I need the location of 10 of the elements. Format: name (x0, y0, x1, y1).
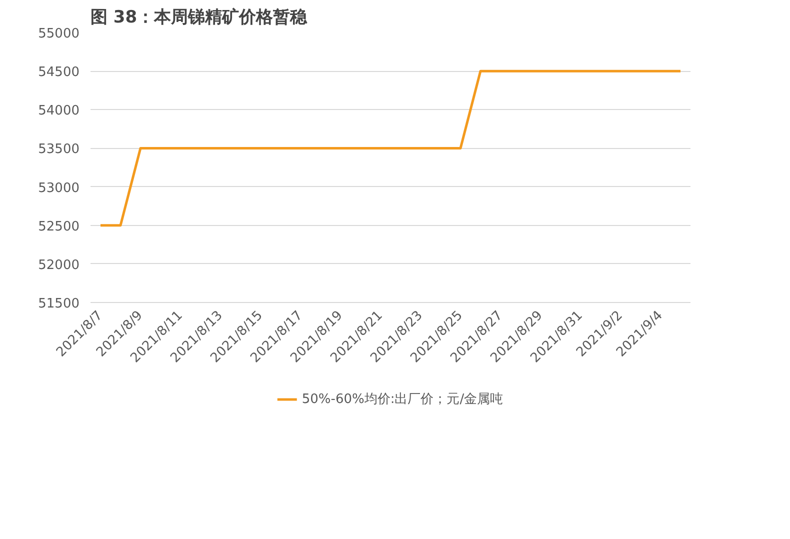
y-tick-label: 54500 (38, 65, 80, 80)
y-tick-label: 52500 (38, 219, 80, 234)
y-tick-label: 54000 (38, 104, 80, 119)
legend-label: 50%-60%均价:出厂价；元/金属吨 (302, 391, 504, 408)
y-tick-label: 53000 (38, 180, 80, 196)
y-tick-label: 55000 (38, 26, 80, 42)
y-tick-label: 53500 (38, 142, 80, 158)
y-tick-label: 51500 (38, 296, 80, 312)
chart-title: 图 38：本周锑精矿价格暂稳 (90, 8, 308, 28)
y-tick-label: 52000 (38, 258, 80, 273)
